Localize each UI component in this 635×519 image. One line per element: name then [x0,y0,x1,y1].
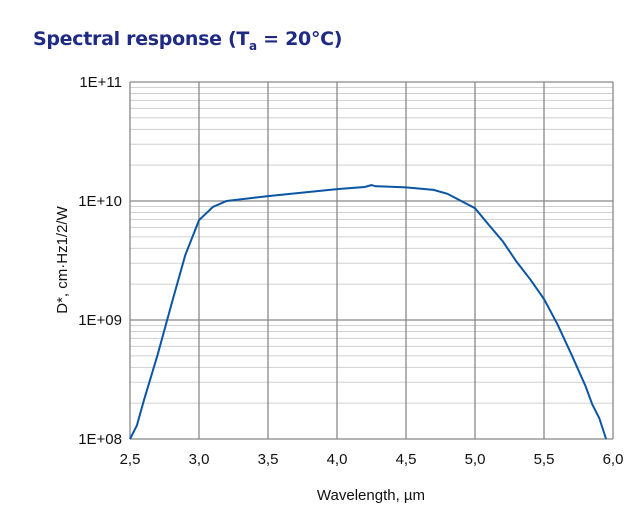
x-tick-label: 5,0 [465,451,486,468]
x-tick-label: 3,5 [258,451,279,468]
title-subscript: a [249,38,257,53]
title-rest: = 20°C) [256,28,343,50]
x-tick-label: 5,5 [534,451,555,468]
x-tick-label: 4,5 [396,451,417,468]
x-axis-label: Wavelength, µm [317,487,425,504]
chart-title: Spectral response (Ta = 20°C) [33,28,342,53]
series-line-dstar [129,184,608,440]
title-main: Spectral response (T [33,28,250,50]
y-axis-label: D*, cm·Hz1/2/W [54,205,71,313]
x-tick-label: 2,5 [120,451,141,468]
y-tick-label: 1E+09 [78,312,122,329]
x-tick-label: 3,0 [189,451,210,468]
y-tick-label: 1E+11 [79,74,122,91]
x-tick-label: 6,0 [603,451,624,468]
y-tick-label: 1E+08 [78,431,122,448]
y-tick-label: 1E+10 [78,193,122,210]
x-tick-label: 4,0 [327,451,348,468]
